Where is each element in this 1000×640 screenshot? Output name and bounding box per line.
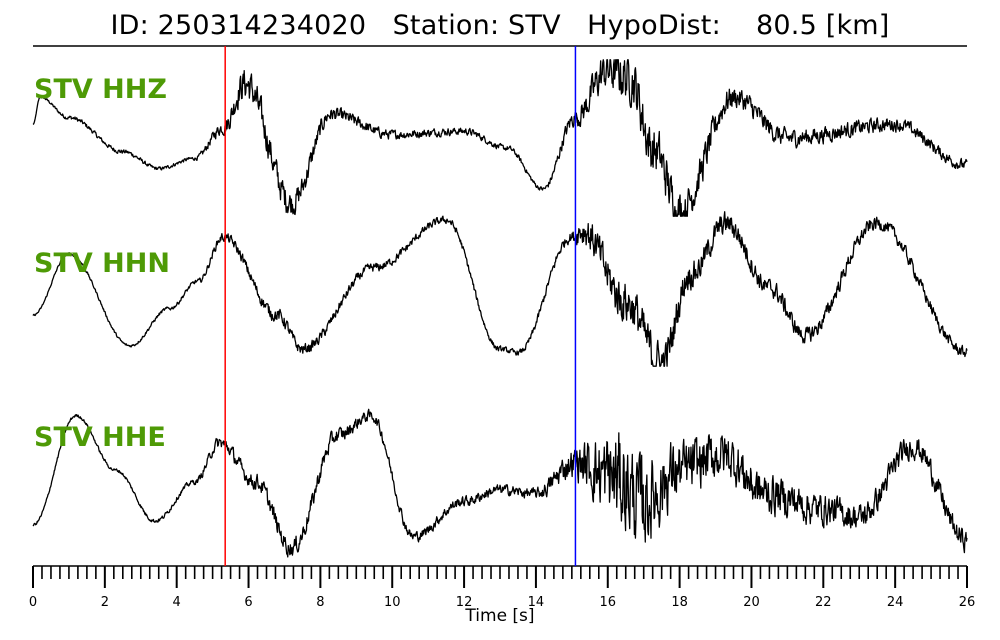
chart-title: ID: 250314234020 Station: STV HypoDist: … [0,10,1000,41]
pick-lines-group [224,46,577,566]
x-tick-label: 10 [384,595,401,610]
trace-stv-hhn [32,211,968,367]
x-tick-label: 0 [29,595,37,610]
channel-label-hhe: STV HHE [34,422,166,453]
x-tick-label: 18 [671,595,688,610]
event-id-label: ID: 250314234020 [110,10,367,41]
x-tick-label: 20 [743,595,760,610]
x-tick-label: 24 [887,595,904,610]
x-axis-label: Time [s] [465,606,535,626]
x-tick-label: 14 [528,595,545,610]
channel-label-hhz: STV HHZ [34,74,167,105]
hypodist-label: HypoDist: [587,10,721,41]
station-label: Station: STV [392,10,561,41]
x-tick-label: 16 [599,595,616,610]
channel-label-hhn: STV HHN [34,248,170,279]
traces-group [32,59,968,558]
trace-stv-hhz [32,59,968,217]
x-tick-label: 8 [316,595,324,610]
x-tick-label: 12 [456,595,473,610]
x-tick-label: 22 [815,595,832,610]
x-tick-label: 4 [173,595,181,610]
x-ticks-group: 0 2 4 6 8 10 12 14 16 18 20 22 24 26 [29,566,975,610]
x-tick-label: 26 [959,595,976,610]
hypodist-value: 80.5 [km] [756,10,890,41]
trace-stv-hhe [32,408,968,558]
x-tick-label: 6 [244,595,252,610]
x-tick-label: 2 [101,595,109,610]
